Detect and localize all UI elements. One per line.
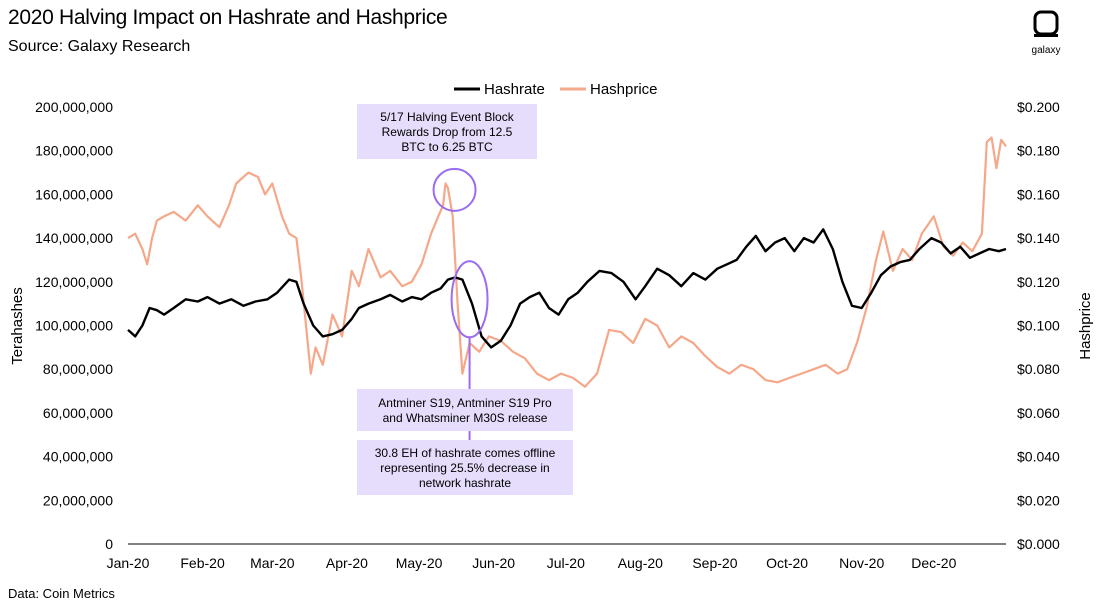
left-tick-label: 160,000,000: [35, 186, 113, 202]
x-tick-label: Apr-20: [326, 555, 368, 571]
x-tick-label: Aug-20: [618, 555, 663, 571]
annotation-text: and Whatsminer M30S release: [383, 411, 548, 425]
left-tick-label: 40,000,000: [43, 449, 113, 465]
halving-circle-marker: [432, 167, 477, 212]
x-tick-label: May-20: [396, 555, 443, 571]
left-tick-label: 140,000,000: [35, 230, 113, 246]
annotation-text: Antminer S19, Antminer S19 Pro: [378, 396, 552, 410]
left-tick-label: 120,000,000: [35, 274, 113, 290]
right-tick-label: $0.160: [1017, 186, 1060, 202]
left-tick-label: 80,000,000: [43, 361, 113, 377]
x-tick-label: Jul-20: [547, 555, 585, 571]
hashrate-series-line: [127, 228, 1007, 349]
x-tick-label: Dec-20: [911, 555, 956, 571]
annotation-box: [357, 440, 573, 495]
annotation-text: 30.8 EH of hashrate comes offline: [375, 446, 556, 460]
legend-label: Hashrate: [484, 81, 545, 98]
legend-label: Hashprice: [590, 81, 658, 98]
right-axis-ticks: $0.000 $0.020 $0.040 $0.060 $0.080 $0.100 $0.1…: [1017, 99, 1060, 552]
x-tick-label: Mar-20: [250, 555, 295, 571]
left-tick-label: 180,000,000: [35, 143, 113, 159]
left-tick-label: 200,000,000: [35, 99, 113, 115]
right-tick-label: $0.060: [1017, 405, 1060, 421]
right-tick-label: $0.120: [1017, 274, 1060, 290]
left-tick-label: 100,000,000: [35, 318, 113, 334]
right-tick-label: $0.180: [1017, 143, 1060, 159]
annotation-text: 5/17 Halving Event Block: [380, 110, 514, 124]
left-axis-ticks: 0 20,000,000 40,000,000 60,000,000 80,000,00…: [35, 99, 113, 552]
left-tick-label: 0: [105, 536, 113, 552]
galaxy-logo: galaxy: [1026, 10, 1066, 56]
annotation-text: Rewards Drop from 12.5: [382, 125, 513, 139]
left-tick-label: 20,000,000: [43, 492, 113, 508]
x-tick-label: Sep-20: [692, 555, 737, 571]
data-source-footnote: Data: Coin Metrics: [8, 586, 115, 601]
annotation-box: [357, 389, 573, 431]
right-tick-label: $0.200: [1017, 99, 1060, 115]
legend: Hashrate Hashprice: [454, 81, 658, 98]
left-axis-title: Terahashes: [9, 287, 26, 365]
x-tick-label: Feb-20: [180, 555, 225, 571]
annotation-text: BTC to 6.25 BTC: [401, 140, 493, 154]
right-tick-label: $0.140: [1017, 230, 1060, 246]
galaxy-logo-icon: [1033, 10, 1059, 37]
chart-title: 2020 Halving Impact on Hashrate and Hash…: [8, 6, 448, 29]
left-tick-label: 60,000,000: [43, 405, 113, 421]
x-tick-label: Jan-20: [107, 555, 150, 571]
x-axis-ticks: Jan-20 Feb-20 Mar-20 Apr-20 May-20 Jun-20 Jul-…: [107, 555, 957, 571]
x-tick-label: Jun-20: [472, 555, 515, 571]
right-tick-label: $0.020: [1017, 492, 1060, 508]
annotation-box: [357, 104, 537, 159]
right-tick-label: $0.100: [1017, 318, 1060, 334]
right-tick-label: $0.040: [1017, 449, 1060, 465]
annotation-text: representing 25.5% decrease in: [380, 461, 549, 475]
x-tick-label: Nov-20: [839, 555, 884, 571]
galaxy-logo-text: galaxy: [1031, 45, 1061, 56]
right-axis-title: Hashprice: [1077, 292, 1094, 360]
annotation-text: network hashrate: [419, 476, 511, 490]
chart-subtitle: Source: Galaxy Research: [8, 38, 191, 55]
right-tick-label: $0.080: [1017, 361, 1060, 377]
x-tick-label: Oct-20: [766, 555, 808, 571]
hashprice-series-line: [127, 136, 1007, 388]
right-tick-label: $0.000: [1017, 536, 1060, 552]
